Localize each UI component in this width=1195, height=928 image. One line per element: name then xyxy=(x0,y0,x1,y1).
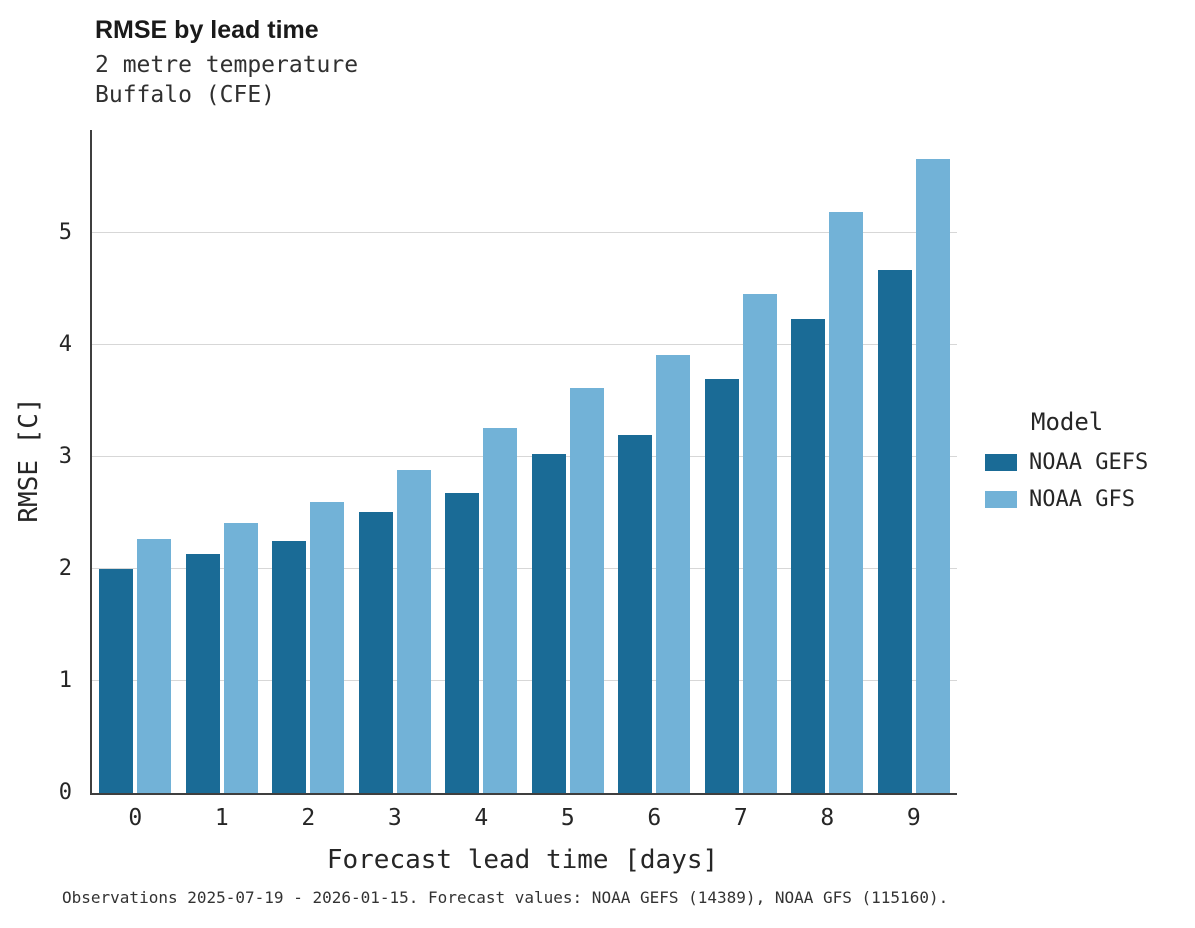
bar-noaa-gfs xyxy=(483,427,518,793)
chart-subtitle-line1: 2 metre temperature xyxy=(95,52,359,78)
x-tick-label: 1 xyxy=(214,805,229,831)
x-tick-label: 3 xyxy=(387,805,402,831)
bar-group: 2 xyxy=(265,501,352,831)
x-tick-label: 6 xyxy=(647,805,662,831)
y-axis-label: RMSE [C] xyxy=(14,397,44,523)
gridline xyxy=(92,456,957,458)
x-tick-label: 2 xyxy=(301,805,316,831)
legend-item: NOAA GFS xyxy=(985,487,1190,512)
y-tick-label: 4 xyxy=(58,332,72,358)
legend-item: NOAA GEFS xyxy=(985,450,1190,475)
bar-group: 1 xyxy=(179,523,266,831)
bar-group: 7 xyxy=(698,293,785,831)
bar-noaa-gefs xyxy=(272,541,307,793)
chart-subtitle-line2: Buffalo (CFE) xyxy=(95,82,276,108)
bar-noaa-gefs xyxy=(531,453,566,793)
bar-noaa-gfs xyxy=(829,211,864,793)
x-tick-label: 9 xyxy=(906,805,921,831)
bar-noaa-gefs xyxy=(185,554,220,793)
y-tick-label: 5 xyxy=(58,220,72,246)
bar-group: 0 xyxy=(92,538,179,831)
y-tick-label: 1 xyxy=(58,668,72,694)
bar-noaa-gfs xyxy=(656,355,691,793)
bar-noaa-gfs xyxy=(396,470,431,793)
plot-area: 0 1 2 3 4 5 0 1 2 3 4 5 6 7 8 9 xyxy=(59,130,958,831)
x-axis-label: Forecast lead time [days] xyxy=(326,845,719,875)
bar-noaa-gefs xyxy=(704,378,739,793)
y-tick-label: 2 xyxy=(58,556,72,582)
bar-group: 5 xyxy=(525,387,612,831)
y-tick-label: 3 xyxy=(58,444,72,470)
bar-noaa-gefs xyxy=(99,569,134,793)
x-tick-label: 5 xyxy=(560,805,575,831)
bar-noaa-gfs xyxy=(137,538,172,793)
gridline xyxy=(92,232,957,234)
bar-group: 6 xyxy=(611,355,698,831)
bar-noaa-gfs xyxy=(310,501,345,793)
bar-noaa-gfs xyxy=(569,387,604,793)
legend-label-gefs: NOAA GEFS xyxy=(1029,450,1149,475)
x-tick-label: 4 xyxy=(474,805,489,831)
bar-noaa-gfs xyxy=(223,523,258,793)
bar-noaa-gefs xyxy=(358,511,393,793)
x-tick-label: 8 xyxy=(820,805,835,831)
bar-noaa-gefs xyxy=(791,319,826,793)
chart-title: RMSE by lead time xyxy=(95,16,319,44)
gridline xyxy=(92,568,957,570)
x-tick-label: 7 xyxy=(733,805,748,831)
bar-noaa-gefs xyxy=(445,492,480,793)
bar-group: 9 xyxy=(871,159,958,831)
bar-noaa-gefs xyxy=(877,270,912,793)
bar-group: 3 xyxy=(352,470,439,831)
gridline xyxy=(92,680,957,682)
bar-noaa-gfs xyxy=(742,293,777,793)
caption: Observations 2025-07-19 - 2026-01-15. Fo… xyxy=(62,888,949,907)
y-tick-label: 0 xyxy=(58,780,72,805)
bar-group: 4 xyxy=(438,427,525,831)
bar-noaa-gfs xyxy=(915,159,950,793)
legend-label-gfs: NOAA GFS xyxy=(1029,487,1135,512)
bar-noaa-gefs xyxy=(618,434,653,793)
legend-title: Model xyxy=(1031,408,1104,436)
bar-group: 8 xyxy=(784,211,871,831)
legend-swatch-gfs xyxy=(985,491,1017,508)
legend: Model NOAA GEFS NOAA GFS xyxy=(985,408,1190,524)
x-tick-label: 0 xyxy=(128,805,143,831)
gridline xyxy=(92,344,957,346)
legend-swatch-gefs xyxy=(985,454,1017,471)
